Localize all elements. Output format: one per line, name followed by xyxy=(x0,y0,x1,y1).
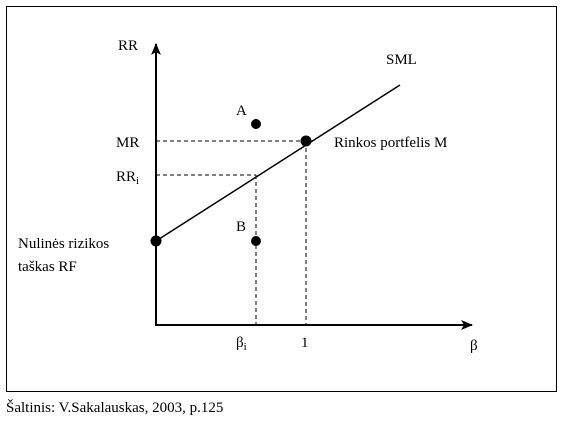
market-portfolio-label: Rinkos portfelis M xyxy=(334,135,447,151)
beta-i-base: β xyxy=(236,335,244,351)
risk-free-label-line1: Nulinės rizikos xyxy=(18,236,109,252)
sml-line xyxy=(155,84,401,242)
beta-i-label: βi xyxy=(236,335,247,353)
figure-frame xyxy=(6,6,557,392)
beta-i-subscript: i xyxy=(244,341,247,353)
point-b-label: B xyxy=(236,219,246,235)
point-rf xyxy=(150,235,162,247)
point-a xyxy=(251,119,261,129)
sml-label: SML xyxy=(386,52,417,68)
point-a-label: A xyxy=(236,103,247,119)
x-axis-label: β xyxy=(470,338,478,354)
one-label: 1 xyxy=(301,335,309,351)
rr-i-label: RRi xyxy=(116,169,139,187)
point-b xyxy=(251,236,261,246)
rr-i-subscript: i xyxy=(136,175,139,187)
y-axis-label: RR xyxy=(118,38,138,54)
point-m xyxy=(300,135,312,147)
risk-free-label-line2: taškas RF xyxy=(18,259,77,275)
mr-label: MR xyxy=(116,135,139,151)
rr-i-base: RR xyxy=(116,169,136,185)
source-caption: Šaltinis: V.Sakalauskas, 2003, p.125 xyxy=(6,400,224,416)
